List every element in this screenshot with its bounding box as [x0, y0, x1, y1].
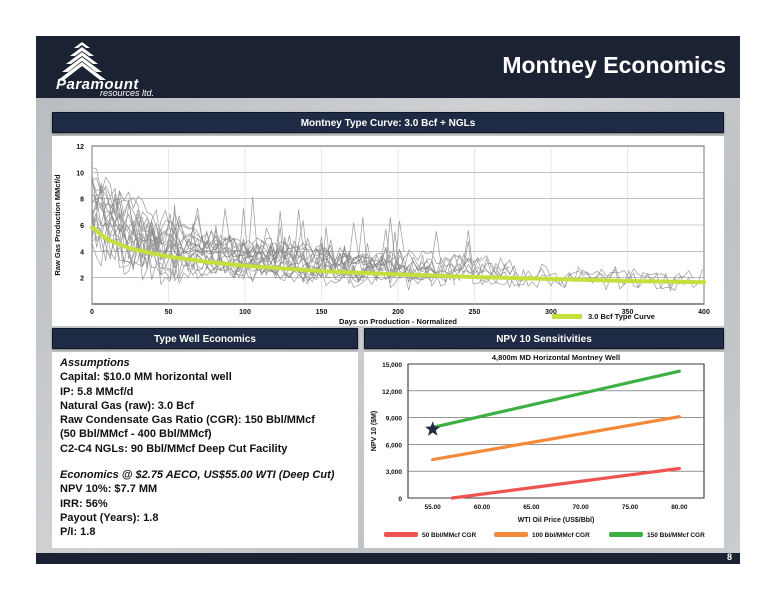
- economics-line: P/I: 1.8: [60, 526, 96, 539]
- assumption-line: Capital: $10.0 MM horizontal well: [60, 371, 232, 384]
- logo-brand: Paramount: [56, 76, 139, 93]
- x-tick-label: 65.00: [523, 504, 540, 511]
- economics-panel: [52, 352, 358, 548]
- x-tick-label: 250: [469, 309, 481, 316]
- y-axis-label: NPV 10 ($M): [371, 411, 378, 451]
- y-tick-label: 0: [398, 496, 402, 503]
- npv-chart: 4,800m MD Horizontal Montney Well 0 3,000 6…: [371, 353, 705, 539]
- economics-line: NPV 10%: $7.7 MM: [60, 483, 158, 496]
- well-trace: [91, 189, 501, 277]
- base-case-star-icon: [425, 421, 441, 436]
- economics-heading: Economics @ $2.75 AECO, US$55.00 WTI (De…: [60, 469, 335, 482]
- assumption-line: C2-C4 NGLs: 90 Bbl/MMcf Deep Cut Facilit…: [60, 442, 288, 455]
- well-trace: [91, 194, 520, 278]
- y-tick-label: 8: [80, 197, 84, 204]
- economics-text: Assumptions Capital: $10.0 MM horizontal…: [60, 356, 380, 540]
- type-curve-section-header: Montney Type Curve: 3.0 Bcf + NGLs: [52, 112, 724, 133]
- y-tick-label: 3,000: [386, 469, 403, 476]
- x-tick-label: 80.00: [671, 504, 688, 511]
- y-axis-label: Raw Gas Production MMcf/d: [53, 174, 62, 276]
- x-tick-label: 60.00: [474, 504, 491, 511]
- header: Paramount resources ltd. Montney Economi…: [36, 36, 740, 98]
- assumptions-heading: Assumptions: [60, 357, 130, 369]
- economics-line: IRR: 56%: [60, 497, 108, 510]
- assumption-line: (50 Bbl/MMcf - 400 Bbl/MMcf): [60, 428, 212, 441]
- type-curve-chart: 3.0 Bcf Type Curve 2 4 6 8 10 12 0 50 100 150 200 2…: [53, 144, 710, 326]
- well-trace: [91, 221, 331, 286]
- logo-subtitle: resources ltd.: [100, 88, 155, 98]
- y-tick-label: 15,000: [382, 362, 402, 369]
- x-axis-label: WTI Oil Price (US$/Bbl): [518, 517, 595, 524]
- assumption-line: IP: 5.8 MMcf/d: [60, 385, 134, 398]
- well-trace: [91, 181, 386, 275]
- npv-series-line: [431, 415, 681, 462]
- page-title: Montney Economics: [502, 52, 726, 78]
- x-tick-label: 400: [698, 309, 710, 316]
- y-tick-label: 6: [80, 223, 84, 230]
- x-tick-label: 350: [622, 309, 634, 316]
- well-trace: [91, 174, 350, 272]
- legend-label: 3.0 Bcf Type Curve: [588, 312, 655, 321]
- y-tick-label: 12,000: [382, 389, 402, 396]
- assumption-line: Natural Gas (raw): 3.0 Bcf: [60, 399, 194, 412]
- economics-section-header: Type Well Economics: [52, 328, 358, 349]
- x-tick-label: 70.00: [573, 504, 590, 511]
- legend-swatch: [609, 532, 643, 537]
- npv-series-line: [431, 369, 681, 430]
- y-tick-label: 9,000: [386, 416, 403, 423]
- legend-swatch: [494, 532, 528, 537]
- npv-chart-title: 4,800m MD Horizontal Montney Well: [492, 353, 620, 362]
- x-tick-label: 50: [165, 309, 173, 316]
- npv-section-header: NPV 10 Sensitivities: [364, 328, 724, 349]
- x-tick-label: 0: [90, 309, 94, 316]
- legend-label: 150 Bbl/MMcf CGR: [647, 532, 705, 539]
- x-tick-label: 300: [545, 309, 557, 316]
- y-tick-label: 10: [76, 170, 84, 177]
- page-number: 8: [727, 552, 733, 562]
- legend-label: 50 Bbl/MMcf CGR: [422, 532, 476, 539]
- y-tick-label: 2: [80, 276, 84, 283]
- plot-area: [407, 363, 705, 499]
- type-curve-line: [90, 225, 706, 285]
- y-tick-label: 4: [80, 249, 84, 256]
- x-tick-label: 200: [392, 309, 404, 316]
- legend-label: 100 Bbl/MMcf CGR: [532, 532, 590, 539]
- y-tick-label: 6,000: [386, 442, 403, 449]
- y-tick-label: 12: [76, 144, 84, 151]
- assumption-line: Raw Condensate Gas Ratio (CGR): 150 Bbl/…: [60, 414, 315, 427]
- legend-swatch: [552, 314, 582, 319]
- paramount-logo-icon: [58, 42, 106, 80]
- x-tick-label: 150: [316, 309, 328, 316]
- npv-series-line: [450, 466, 681, 500]
- x-tick-label: 75.00: [622, 504, 639, 511]
- x-axis-label: Days on Production - Normalized: [339, 317, 457, 326]
- x-tick-label: 55.00: [425, 504, 442, 511]
- economics-line: Payout (Years): 1.8: [60, 511, 159, 524]
- legend-swatch: [384, 532, 418, 537]
- x-tick-label: 100: [239, 309, 251, 316]
